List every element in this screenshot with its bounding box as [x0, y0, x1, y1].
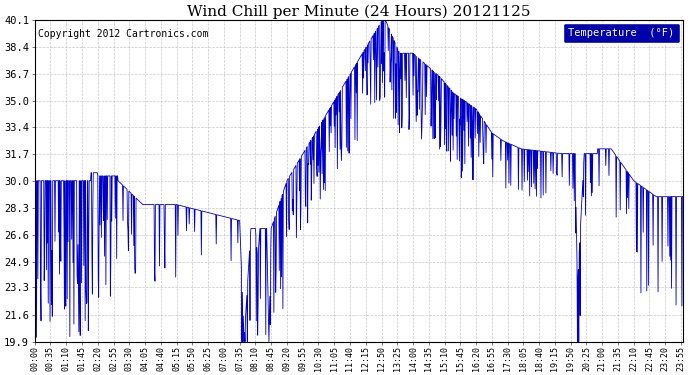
Legend: Temperature  (°F): Temperature (°F)	[563, 23, 680, 43]
Title: Wind Chill per Minute (24 Hours) 20121125: Wind Chill per Minute (24 Hours) 2012112…	[187, 4, 531, 18]
Text: Copyright 2012 Cartronics.com: Copyright 2012 Cartronics.com	[38, 29, 208, 39]
